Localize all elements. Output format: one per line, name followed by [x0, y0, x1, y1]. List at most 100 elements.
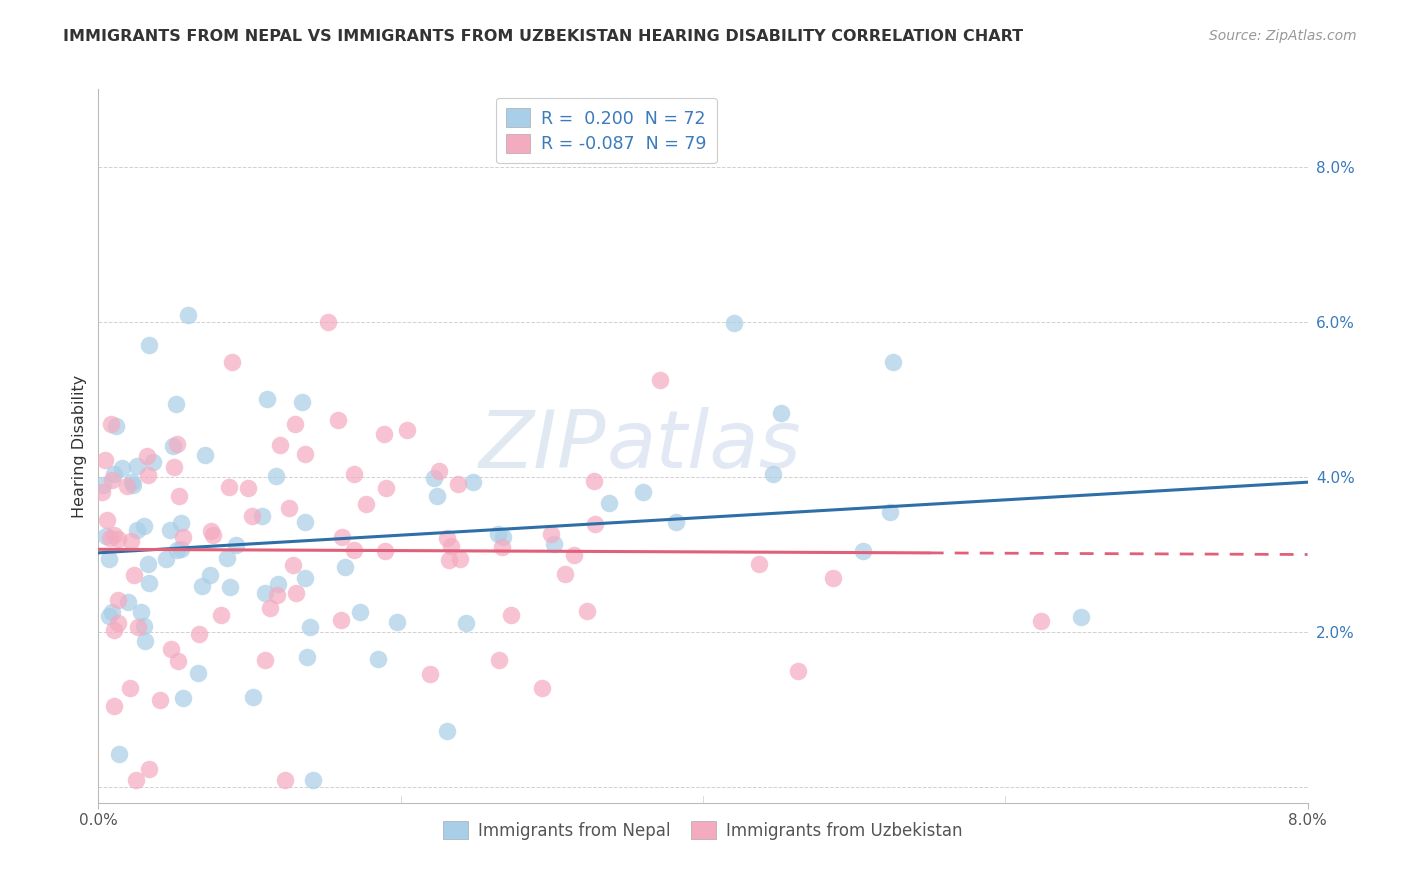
Point [103, 624, 125, 638]
Point [134, 618, 156, 632]
Point [101, 605, 124, 619]
Point [436, 531, 458, 545]
Point [166, 437, 188, 451]
Point [121, 475, 143, 489]
Point [427, 464, 450, 478]
Point [136, 558, 159, 572]
Point [491, 541, 513, 555]
Point [295, 649, 318, 664]
Point [107, 616, 129, 631]
Point [253, 586, 276, 600]
Point [125, 523, 148, 537]
Point [218, 480, 240, 494]
Point [318, 315, 340, 329]
Point [238, 481, 260, 495]
Point [160, 642, 183, 657]
Point [254, 653, 277, 667]
Point [198, 568, 221, 582]
Point [426, 489, 449, 503]
Point [201, 528, 224, 542]
Point [121, 477, 143, 491]
Point [294, 515, 316, 529]
Point [274, 772, 297, 787]
Point [215, 551, 238, 566]
Point [332, 530, 354, 544]
Point [96, 529, 118, 543]
Text: atlas: atlas [606, 407, 801, 485]
Point [98, 531, 121, 545]
Point [97, 552, 120, 566]
Point [447, 477, 470, 491]
Point [124, 772, 146, 787]
Point [598, 496, 620, 510]
Point [343, 543, 366, 558]
Point [187, 627, 209, 641]
Point [374, 544, 396, 558]
Point [882, 354, 904, 368]
Point [329, 613, 352, 627]
Point [575, 604, 598, 618]
Point [375, 481, 398, 495]
Point [665, 515, 688, 529]
Point [163, 460, 186, 475]
Point [103, 528, 125, 542]
Point [176, 308, 198, 322]
Point [879, 505, 901, 519]
Point [349, 605, 371, 619]
Point [209, 607, 232, 622]
Point [138, 338, 160, 352]
Point [385, 615, 408, 630]
Point [111, 461, 134, 475]
Point [172, 691, 194, 706]
Point [1031, 614, 1053, 628]
Point [256, 392, 278, 406]
Point [294, 571, 316, 585]
Point [91, 485, 114, 500]
Point [291, 395, 314, 409]
Point [723, 316, 745, 330]
Point [302, 772, 325, 787]
Point [129, 605, 152, 619]
Point [166, 397, 188, 411]
Point [219, 580, 242, 594]
Point [159, 523, 181, 537]
Point [155, 552, 177, 566]
Point [108, 747, 131, 761]
Y-axis label: Hearing Disability: Hearing Disability [72, 375, 87, 517]
Point [167, 490, 190, 504]
Point [437, 553, 460, 567]
Point [488, 527, 510, 541]
Point [135, 450, 157, 464]
Point [125, 459, 148, 474]
Point [554, 567, 576, 582]
Point [269, 437, 291, 451]
Point [101, 473, 124, 487]
Point [169, 516, 191, 530]
Point [107, 593, 129, 607]
Point [166, 654, 188, 668]
Point [221, 355, 243, 369]
Point [583, 517, 606, 532]
Point [454, 616, 477, 631]
Point [120, 681, 142, 695]
Point [162, 439, 184, 453]
Point [281, 558, 304, 573]
Point [267, 577, 290, 591]
Point [461, 475, 484, 489]
Point [170, 542, 193, 557]
Point [100, 417, 122, 432]
Point [650, 373, 672, 387]
Point [852, 543, 875, 558]
Point [115, 479, 138, 493]
Point [769, 407, 792, 421]
Point [120, 534, 142, 549]
Point [242, 690, 264, 704]
Point [1070, 610, 1092, 624]
Point [277, 501, 299, 516]
Point [395, 423, 418, 437]
Point [138, 762, 160, 776]
Point [138, 576, 160, 591]
Point [103, 467, 125, 482]
Point [148, 693, 170, 707]
Point [117, 595, 139, 609]
